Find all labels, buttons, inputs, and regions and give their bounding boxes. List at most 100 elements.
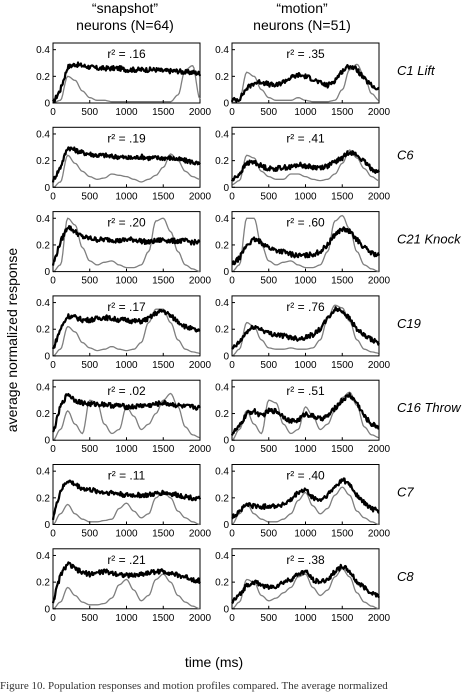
x-axis-label: time (ms): [185, 654, 243, 670]
row-7-snapshot-x-tick-label-1: 500: [81, 613, 98, 624]
row-5-snapshot-x-tick-label-2: 1000: [115, 444, 138, 455]
row-2-snapshot-x-tick-label-0: 0: [50, 191, 56, 202]
column-header-motion: “motion” neurons (N=51): [222, 0, 382, 34]
row-7-motion-panel: 0 500 1000 1500 2000 0 0.2 0.4 r² = .38: [215, 548, 391, 624]
row-7-snapshot-x-tick-label-0: 0: [50, 613, 56, 624]
row-7-snapshot-r2-label: r² = .21: [107, 553, 146, 567]
row-4-snapshot-response-line: [51, 308, 201, 350]
row-3-snapshot-x-tick-label-2: 1000: [115, 276, 138, 287]
row-5-snapshot-r2-label: r² = .02: [107, 384, 146, 398]
row-2-motion-panel: 0 500 1000 1500 2000 0 0.2 0.4 r² = .41: [215, 126, 391, 202]
row-7-motion-motion-profile-line: [231, 568, 380, 610]
row-4-snapshot-x-tick-label-4: 2000: [189, 360, 212, 371]
row-5-motion-r2-label: r² = .51: [286, 384, 325, 398]
row-1-motion-y-tick-label-2: 0.4: [215, 45, 229, 56]
row-1-snapshot-response-line: [52, 61, 202, 104]
row-7-motion-x-tick-label-2: 1000: [294, 613, 317, 624]
row-1-snapshot-x-tick-label-3: 1500: [152, 107, 175, 118]
row-7-snapshot-y-tick-label-0: 0: [44, 604, 50, 615]
row-3-motion-x-tick-label-4: 2000: [368, 276, 391, 287]
row-7-motion-x-tick-label-0: 0: [229, 613, 235, 624]
row-1-snapshot-r2-label: r² = .16: [107, 47, 146, 61]
row-7-snapshot-x-tick-label-2: 1000: [115, 613, 138, 624]
row-5-snapshot-x-tick-label-1: 500: [81, 444, 98, 455]
row-2-motion-r2-label: r² = .41: [286, 131, 325, 145]
row-4-motion-y-tick-label-1: 0.2: [215, 325, 229, 336]
row-5-motion-x-tick-label-0: 0: [229, 444, 235, 455]
row-5-motion-motion-profile-line: [231, 391, 380, 441]
row-5-motion-y-tick-label-2: 0.4: [215, 382, 229, 393]
row-7-motion-y-tick-label-0: 0: [223, 604, 229, 615]
row-5-snapshot-y-tick-label-1: 0.2: [36, 409, 50, 420]
row-5-motion-x-tick-label-2: 1000: [294, 444, 317, 455]
row-4-snapshot-x-tick-label-0: 0: [50, 360, 56, 371]
row-6-snapshot-x-tick-label-2: 1000: [115, 529, 138, 540]
row-4-snapshot-x-tick-label-3: 1500: [152, 360, 175, 371]
row-5-motion-x-tick-label-3: 1500: [331, 444, 354, 455]
row-3-snapshot-y-tick-label-0: 0: [44, 267, 50, 278]
row-3-snapshot-x-tick-label-3: 1500: [152, 276, 175, 287]
row-3-motion-x-tick-label-1: 500: [260, 276, 277, 287]
row-6-motion-x-tick-label-1: 500: [260, 529, 277, 540]
row-2-snapshot-y-tick-label-1: 0.2: [36, 156, 50, 167]
row-4-action-label: C19: [397, 316, 421, 331]
row-6-snapshot-x-tick-label-4: 2000: [189, 529, 212, 540]
row-1-motion-x-tick-label-4: 2000: [368, 107, 391, 118]
row-6-snapshot-y-tick-label-2: 0.4: [36, 467, 50, 478]
row-4-snapshot-panel: 0 500 1000 1500 2000 0 0.2 0.4 r² = .17: [36, 295, 212, 371]
row-4-motion-response-line: [231, 306, 380, 350]
row-7-motion-x-tick-label-1: 500: [260, 613, 277, 624]
row-4-snapshot-motion-profile-line: [52, 308, 201, 357]
row-3-motion-x-tick-label-2: 1000: [294, 276, 317, 287]
row-5-motion-x-tick-label-4: 2000: [368, 444, 391, 455]
row-2-snapshot-response-line: [51, 146, 201, 183]
row-4-motion-r2-label: r² = .76: [286, 300, 325, 314]
row-2-snapshot-y-tick-label-2: 0.4: [36, 129, 50, 140]
row-3-motion-y-tick-label-1: 0.2: [215, 240, 229, 251]
row-7-motion-response-line: [231, 563, 380, 604]
row-5-action-label: C16 Throw: [397, 400, 462, 415]
row-3-motion-motion-profile-line: [231, 214, 380, 273]
row-6-action-label: C7: [397, 485, 414, 500]
row-1-snapshot-x-tick-label-1: 500: [81, 107, 98, 118]
row-2-motion-y-tick-label-1: 0.2: [215, 156, 229, 167]
row-4-motion-x-tick-label-4: 2000: [368, 360, 391, 371]
row-3-motion-panel: 0 500 1000 1500 2000 0 0.2 0.4 r² = .60: [215, 211, 391, 287]
row-3-snapshot-panel: 0 500 1000 1500 2000 0 0.2 0.4 r² = .20: [36, 211, 212, 287]
row-2-snapshot-y-tick-label-0: 0: [44, 183, 50, 194]
row-7-motion-r2-label: r² = .38: [286, 553, 325, 567]
row-7-action-label: C8: [397, 569, 414, 584]
row-2-snapshot-x-tick-label-3: 1500: [152, 191, 175, 202]
row-2-snapshot-r2-label: r² = .19: [107, 131, 146, 145]
row-1-snapshot-x-tick-label-0: 0: [50, 107, 56, 118]
row-1-motion-x-tick-label-3: 1500: [331, 107, 354, 118]
row-2-motion-y-tick-label-0: 0: [223, 183, 229, 194]
column-header-motion-line1: “motion”: [276, 0, 328, 16]
row-5-snapshot-panel: 0 500 1000 1500 2000 0 0.2 0.4 r² = .02: [36, 379, 212, 455]
row-1-motion-x-tick-label-0: 0: [229, 107, 235, 118]
row-6-snapshot-y-tick-label-1: 0.2: [36, 493, 50, 504]
row-4-snapshot-y-tick-label-1: 0.2: [36, 325, 50, 336]
row-1-motion-r2-label: r² = .35: [286, 47, 325, 61]
row-1-snapshot-x-tick-label-2: 1000: [115, 107, 138, 118]
row-1-snapshot-y-tick-label-2: 0.4: [36, 45, 50, 56]
row-6-motion-x-tick-label-4: 2000: [368, 529, 391, 540]
row-3-snapshot-x-tick-label-4: 2000: [189, 276, 212, 287]
row-7-snapshot-y-tick-label-1: 0.2: [36, 578, 50, 589]
row-4-motion-motion-profile-line: [231, 304, 380, 357]
row-2-snapshot-panel: 0 500 1000 1500 2000 0 0.2 0.4 r² = .19: [36, 126, 212, 202]
row-3-snapshot-x-tick-label-1: 500: [81, 276, 98, 287]
row-2-snapshot-x-tick-label-2: 1000: [115, 191, 138, 202]
row-1-action-label: C1 Lift: [397, 63, 436, 78]
row-6-motion-r2-label: r² = .40: [286, 469, 325, 483]
column-header-snapshot-line1: “snapshot”: [91, 0, 159, 16]
row-1-snapshot-panel: 0 500 1000 1500 2000 0 0.2 0.4 r² = .16: [36, 42, 212, 118]
row-5-motion-y-tick-label-1: 0.2: [215, 409, 229, 420]
row-6-motion-y-tick-label-2: 0.4: [215, 467, 229, 478]
row-1-snapshot-y-tick-label-1: 0.2: [36, 72, 50, 83]
row-1-snapshot-x-tick-label-4: 2000: [189, 107, 212, 118]
row-7-motion-x-tick-label-3: 1500: [331, 613, 354, 624]
row-6-snapshot-x-tick-label-0: 0: [50, 529, 56, 540]
row-5-motion-x-tick-label-1: 500: [260, 444, 277, 455]
